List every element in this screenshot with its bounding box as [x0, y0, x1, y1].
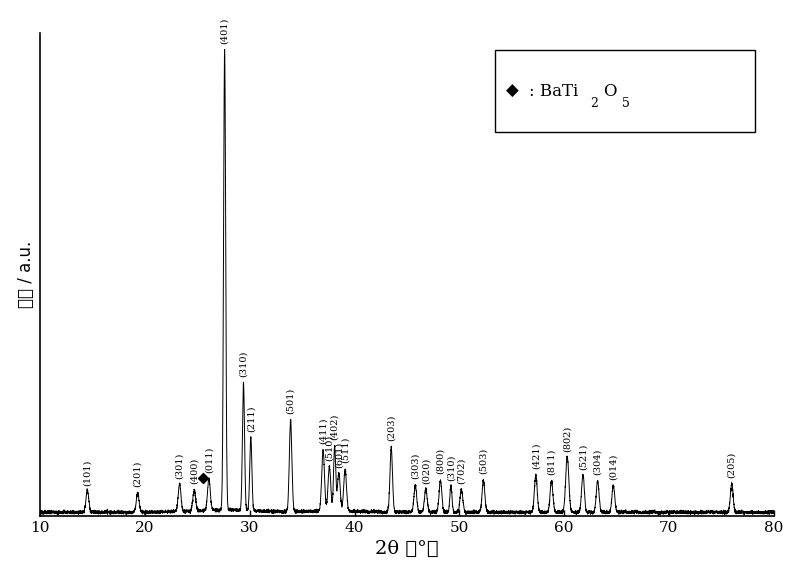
Text: : BaTi: : BaTi	[530, 83, 578, 100]
Text: 2: 2	[590, 97, 598, 110]
Text: (503): (503)	[479, 447, 488, 474]
Text: (402): (402)	[330, 413, 339, 440]
Text: (301): (301)	[175, 452, 184, 478]
Text: (201): (201)	[133, 461, 142, 488]
Text: (411): (411)	[318, 417, 328, 444]
Text: (501): (501)	[286, 388, 295, 415]
Text: (310): (310)	[239, 350, 248, 377]
Text: (304): (304)	[593, 448, 602, 475]
Text: (511): (511)	[341, 437, 350, 463]
Text: (401): (401)	[220, 17, 229, 44]
Text: (421): (421)	[531, 442, 540, 469]
Text: (211): (211)	[246, 405, 255, 432]
Text: (811): (811)	[547, 449, 556, 475]
Text: (802): (802)	[562, 426, 572, 452]
Text: (205): (205)	[727, 451, 736, 478]
Text: 5: 5	[622, 97, 630, 110]
Text: (014): (014)	[609, 453, 618, 480]
Text: (303): (303)	[411, 453, 420, 480]
Bar	[495, 50, 755, 132]
Text: (203): (203)	[386, 414, 396, 440]
Text: (011): (011)	[205, 447, 214, 473]
X-axis label: 2θ （°）: 2θ （°）	[375, 540, 438, 558]
Text: (020): (020)	[422, 457, 430, 484]
Y-axis label: 强度 / a.u.: 强度 / a.u.	[17, 241, 34, 308]
Text: ◆: ◆	[506, 82, 518, 100]
Text: (510): (510)	[325, 435, 334, 461]
Text: O: O	[602, 83, 616, 100]
Text: (400): (400)	[190, 458, 198, 484]
Text: (702): (702)	[457, 458, 466, 485]
Text: (601): (601)	[334, 442, 343, 468]
Text: (521): (521)	[578, 443, 587, 470]
Text: (310): (310)	[446, 454, 455, 481]
Text: (800): (800)	[436, 448, 445, 474]
Text: (101): (101)	[83, 459, 92, 485]
